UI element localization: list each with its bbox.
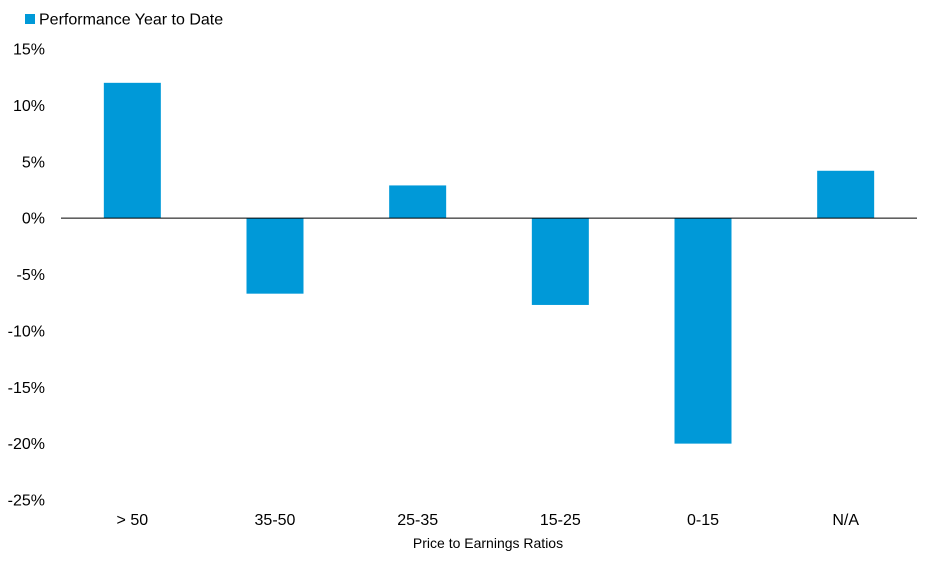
legend-swatch	[25, 14, 35, 24]
y-tick-label: 10%	[13, 98, 45, 115]
x-tick-label: 35-50	[255, 512, 296, 529]
y-tick-label: -10%	[8, 323, 45, 340]
y-tick-label: -25%	[8, 493, 45, 510]
x-tick-label: 0-15	[687, 512, 719, 529]
bar	[674, 218, 732, 444]
x-tick-label: 25-35	[397, 512, 438, 529]
bar	[531, 218, 589, 305]
legend-label: Performance Year to Date	[39, 12, 223, 29]
y-tick-label: -20%	[8, 436, 45, 453]
x-tick-label: N/A	[832, 512, 859, 529]
x-axis-ticks: > 50 35-50 25-35 15-25 0-15 N/A	[117, 512, 860, 529]
y-axis-ticks: 15% 10% 5% 0% -5% -10% -15% -20% -25%	[8, 42, 45, 510]
legend: Performance Year to Date	[25, 12, 223, 29]
y-tick-label: -5%	[17, 267, 45, 284]
y-tick-label: 0%	[22, 211, 45, 228]
x-axis-title: Price to Earnings Ratios	[413, 535, 563, 551]
bar	[246, 218, 304, 294]
y-tick-label: 5%	[22, 154, 45, 171]
bar	[817, 170, 875, 219]
bar	[103, 82, 161, 219]
bar	[389, 185, 447, 219]
bars	[103, 82, 875, 444]
y-tick-label: 15%	[13, 42, 45, 59]
y-tick-label: -15%	[8, 380, 45, 397]
x-tick-label: 15-25	[540, 512, 581, 529]
x-tick-label: > 50	[117, 512, 149, 529]
